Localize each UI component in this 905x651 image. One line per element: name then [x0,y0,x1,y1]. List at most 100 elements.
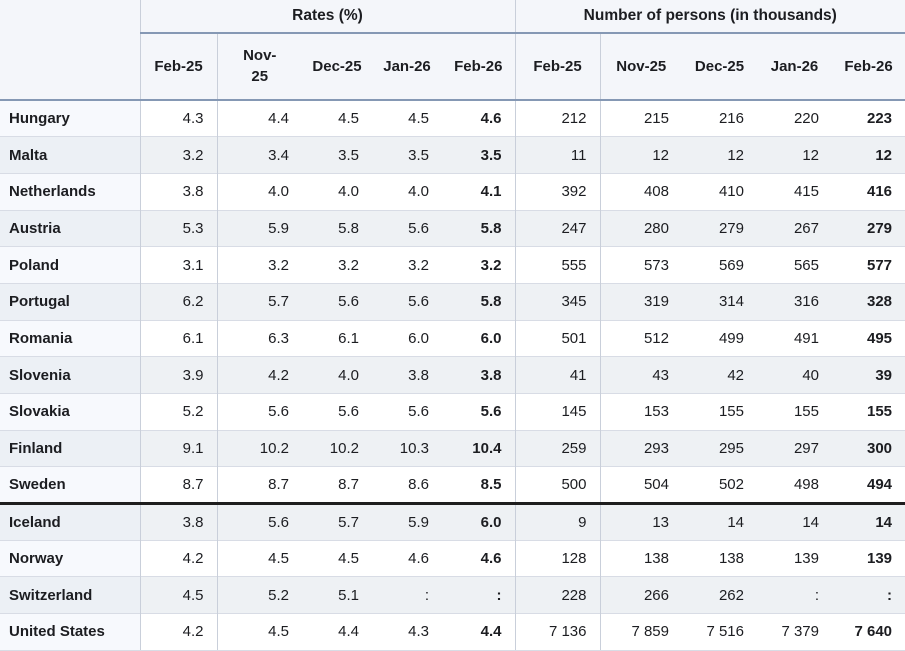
rate-cell: 4.6 [442,539,515,577]
rate-cell: 3.5 [372,136,442,174]
country-cell: United States [0,613,141,651]
table-row-hungary: Hungary 4.3 4.4 4.5 4.5 4.6 212 215 216 220 223 [0,100,905,137]
persons-cell: 280 [600,209,682,247]
persons-cell: 155 [682,393,757,431]
rate-cell: 5.2 [217,576,302,614]
rate-cell: 5.8 [302,209,372,247]
persons-cell: 39 [832,356,905,394]
rate-cell: 3.8 [372,356,442,394]
persons-cell: : [757,576,832,614]
rate-cell: 3.2 [302,246,372,284]
country-cell: Malta [0,136,141,174]
rate-cell: 4.5 [302,100,372,137]
rate-cell: 4.5 [372,100,442,137]
rate-cell: 3.2 [140,136,218,174]
persons-cell: 279 [832,209,905,247]
country-cell: Slovenia [0,356,141,394]
persons-cell: 266 [600,576,682,614]
rate-cell: 5.6 [372,282,442,321]
country-cell: Switzerland [0,576,141,614]
persons-cell: 14 [682,502,757,541]
rate-cell: 10.3 [372,429,442,467]
persons-cell: 7 640 [832,613,905,651]
country-cell: Slovakia [0,393,141,431]
persons-cell: 215 [600,100,682,137]
rate-cell: 5.9 [372,502,442,541]
persons-cell: 319 [600,282,682,321]
country-cell: Netherlands [0,172,141,211]
rate-cell: 6.0 [442,319,515,357]
persons-cell: 573 [600,246,682,284]
persons-cell: 569 [682,246,757,284]
rate-cell: 5.6 [442,393,515,431]
persons-cell: 14 [832,502,905,541]
rate-cell: 4.6 [372,539,442,577]
persons-cell: 13 [600,502,682,541]
country-cell: Sweden [0,466,141,504]
col-header-persons-jan-26: Jan-26 [757,33,832,101]
persons-cell: 502 [682,466,757,504]
country-cell: Hungary [0,100,141,137]
persons-cell: 279 [682,209,757,247]
rate-cell: 10.2 [302,429,372,467]
table-row-united-states: United States 4.2 4.5 4.4 4.3 4.4 7 136 7 859 7 … [0,613,905,651]
rate-cell: 4.5 [302,539,372,577]
rate-cell: 10.4 [442,429,515,467]
persons-cell: 41 [514,356,601,394]
persons-cell: 300 [832,429,905,467]
rate-cell: 6.1 [302,319,372,357]
rate-cell: 5.6 [217,502,302,541]
rate-cell: 4.1 [442,172,515,211]
persons-cell: 12 [757,136,832,174]
table-row-norway: Norway 4.2 4.5 4.5 4.6 4.6 128 138 138 139 139 [0,539,905,577]
persons-cell: 223 [832,100,905,137]
persons-cell: 7 136 [514,613,601,651]
persons-cell: 212 [514,100,601,137]
country-cell: Finland [0,429,141,467]
persons-cell: 345 [514,282,601,321]
col-header-label: Nov-25 [243,47,277,85]
persons-cell: 499 [682,319,757,357]
rate-cell: 5.6 [372,209,442,247]
rate-cell: 5.7 [302,502,372,541]
persons-cell: 220 [757,100,832,137]
persons-cell: 494 [832,466,905,504]
table-row-portugal: Portugal 6.2 5.7 5.6 5.6 5.8 345 319 314 316 328 [0,282,905,321]
persons-cell: 12 [600,136,682,174]
country-cell: Poland [0,246,141,284]
rate-cell: 4.0 [372,172,442,211]
col-header-persons-feb-26: Feb-26 [832,33,905,101]
col-header-persons-dec-25: Dec-25 [682,33,757,101]
rate-cell: 3.8 [140,502,218,541]
rate-cell: 8.5 [442,466,515,504]
rate-cell: 6.3 [217,319,302,357]
persons-cell: 392 [514,172,601,211]
rate-cell: 3.9 [140,356,218,394]
col-header-persons-feb-25: Feb-25 [514,33,601,101]
country-cell: Iceland [0,502,141,541]
persons-cell: 43 [600,356,682,394]
rate-cell: 3.4 [217,136,302,174]
section-header-persons: Number of persons (in thousands) [514,0,905,34]
table-row-netherlands: Netherlands 3.8 4.0 4.0 4.0 4.1 392 408 410 415 41… [0,172,905,211]
persons-cell: 139 [757,539,832,577]
persons-cell: 577 [832,246,905,284]
persons-cell: 491 [757,319,832,357]
rate-cell: 4.2 [140,539,218,577]
table-row-slovakia: Slovakia 5.2 5.6 5.6 5.6 5.6 145 153 155 155 155 [0,393,905,431]
country-cell: Portugal [0,282,141,321]
persons-cell: 12 [682,136,757,174]
persons-cell: 565 [757,246,832,284]
table-row-sweden: Sweden 8.7 8.7 8.7 8.6 8.5 500 504 502 498 494 [0,466,905,504]
persons-cell: 139 [832,539,905,577]
persons-cell: 314 [682,282,757,321]
persons-cell: 138 [682,539,757,577]
persons-cell: 512 [600,319,682,357]
rate-cell: 4.4 [302,613,372,651]
rate-cell: 3.8 [442,356,515,394]
col-header-rates-jan-26: Jan-26 [372,33,442,101]
rate-cell: 4.4 [442,613,515,651]
persons-cell: 40 [757,356,832,394]
table-row-slovenia: Slovenia 3.9 4.2 4.0 3.8 3.8 41 43 42 40 39 [0,356,905,394]
